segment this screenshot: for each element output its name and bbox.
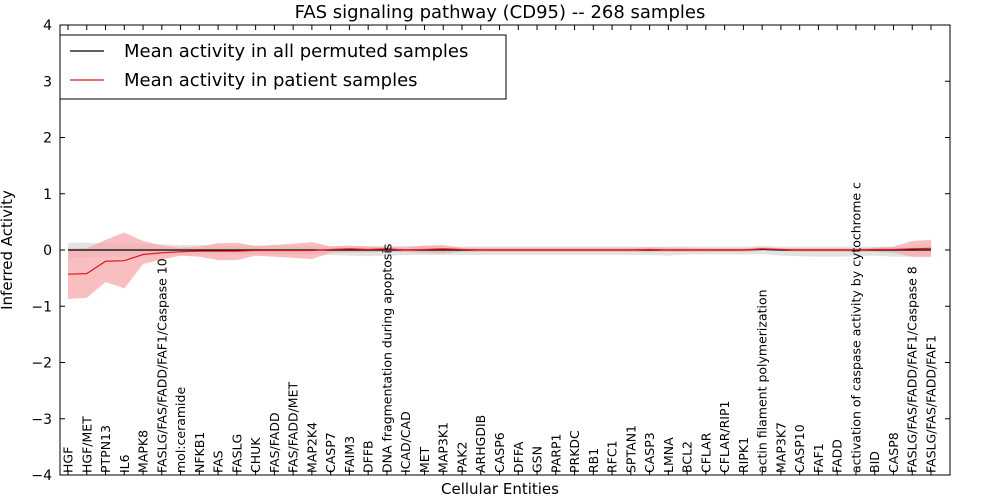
series-1-band bbox=[68, 232, 931, 299]
category-label: GSN bbox=[530, 446, 545, 473]
category-labels: HGF HGF/MET PTPN13 IL6 MAPK8 FASLG/FAS/FADD/F… bbox=[61, 182, 939, 473]
category-label: RB1 bbox=[586, 448, 601, 473]
category-label: FAS/FADD/MET bbox=[286, 382, 301, 473]
y-tick-label: −4 bbox=[31, 468, 52, 484]
category-label: FAIM3 bbox=[342, 436, 357, 473]
category-label: FASLG/FAS/FADD/FAF1 bbox=[924, 335, 939, 473]
category-label: MAP2K4 bbox=[304, 422, 319, 473]
category-label: MET bbox=[417, 446, 432, 473]
series-lines bbox=[67, 247, 932, 275]
category-label: RFC1 bbox=[605, 440, 620, 473]
y-tick-label: 3 bbox=[43, 74, 52, 90]
legend-label-patient: Mean activity in patient samples bbox=[124, 70, 418, 91]
y-tick-label: 2 bbox=[43, 131, 52, 147]
category-label: PTPN13 bbox=[98, 425, 113, 473]
legend-box bbox=[59, 34, 507, 100]
category-label: IL6 bbox=[117, 454, 132, 473]
category-label: FADD bbox=[830, 439, 845, 473]
category-label: ARHGDIB bbox=[473, 415, 488, 473]
category-label: FASLG bbox=[229, 434, 244, 473]
y-axis-ticks: −4 −3 −2 −1 0 1 2 3 4 bbox=[31, 18, 950, 484]
y-axis-label: Inferred Activity bbox=[0, 190, 16, 310]
category-label: MAPK8 bbox=[136, 430, 151, 473]
y-tick-label: 1 bbox=[43, 187, 52, 203]
category-label: DFFA bbox=[511, 441, 526, 473]
category-label: FASLG/FAS/FADD/FAF1/Caspase 8 bbox=[905, 266, 920, 473]
category-label: DNA fragmentation during apoptosis bbox=[379, 244, 394, 473]
category-label: FAF1 bbox=[811, 443, 826, 473]
category-label: LMNA bbox=[661, 437, 676, 473]
category-label: FASLG/FAS/FADD/FAF1/Caspase 10 bbox=[154, 258, 169, 473]
category-label: CASP7 bbox=[323, 432, 338, 473]
category-label: FAS bbox=[211, 450, 226, 473]
legend-label-permuted: Mean activity in all permuted samples bbox=[124, 41, 468, 62]
category-label: PARP1 bbox=[548, 434, 563, 473]
category-label: FAS/FADD bbox=[267, 412, 282, 473]
category-label: HGF bbox=[61, 447, 76, 473]
category-label: NFKB1 bbox=[192, 432, 207, 473]
y-tick-label: −3 bbox=[31, 412, 52, 428]
y-tick-label: 0 bbox=[43, 243, 52, 259]
category-label: CASP8 bbox=[886, 432, 901, 473]
series-1-line bbox=[67, 247, 932, 275]
y-tick-label: 4 bbox=[43, 18, 52, 34]
x-axis-ticks bbox=[67, 25, 932, 475]
confidence-bands bbox=[68, 232, 931, 299]
category-label: CHUK bbox=[248, 437, 263, 473]
category-label: SPTAN1 bbox=[623, 425, 638, 473]
category-label: MAP3K7 bbox=[773, 422, 788, 473]
category-label: CASP3 bbox=[642, 432, 657, 473]
legend: Mean activity in all permuted samples Me… bbox=[59, 34, 507, 100]
category-label: RIPK1 bbox=[736, 437, 751, 473]
category-label: DFFB bbox=[361, 440, 376, 473]
y-tick-label: −1 bbox=[31, 299, 52, 315]
y-tick-label: −2 bbox=[31, 356, 52, 372]
category-label: CFLAR bbox=[698, 432, 713, 473]
category-label: CASP6 bbox=[492, 432, 507, 473]
category-label: BCL2 bbox=[680, 441, 695, 473]
category-label: BID bbox=[867, 451, 882, 473]
category-label: activation of caspase activity by cytoch… bbox=[848, 182, 863, 473]
category-label: mol:ceramide bbox=[173, 387, 188, 473]
category-label: HGF/MET bbox=[79, 416, 94, 473]
category-label: MAP3K1 bbox=[436, 422, 451, 473]
category-label: actin filament polymerization bbox=[755, 289, 770, 473]
category-label: CASP10 bbox=[792, 424, 807, 473]
category-label: CFLAR/RIP1 bbox=[717, 401, 732, 473]
x-axis-label: Cellular Entities bbox=[441, 480, 559, 498]
category-label: ICAD/CAD bbox=[398, 411, 413, 473]
category-label: PRKDC bbox=[567, 430, 582, 473]
chart-title: FAS signaling pathway (CD95) -- 268 samp… bbox=[295, 2, 706, 23]
category-label: PAK2 bbox=[454, 442, 469, 473]
